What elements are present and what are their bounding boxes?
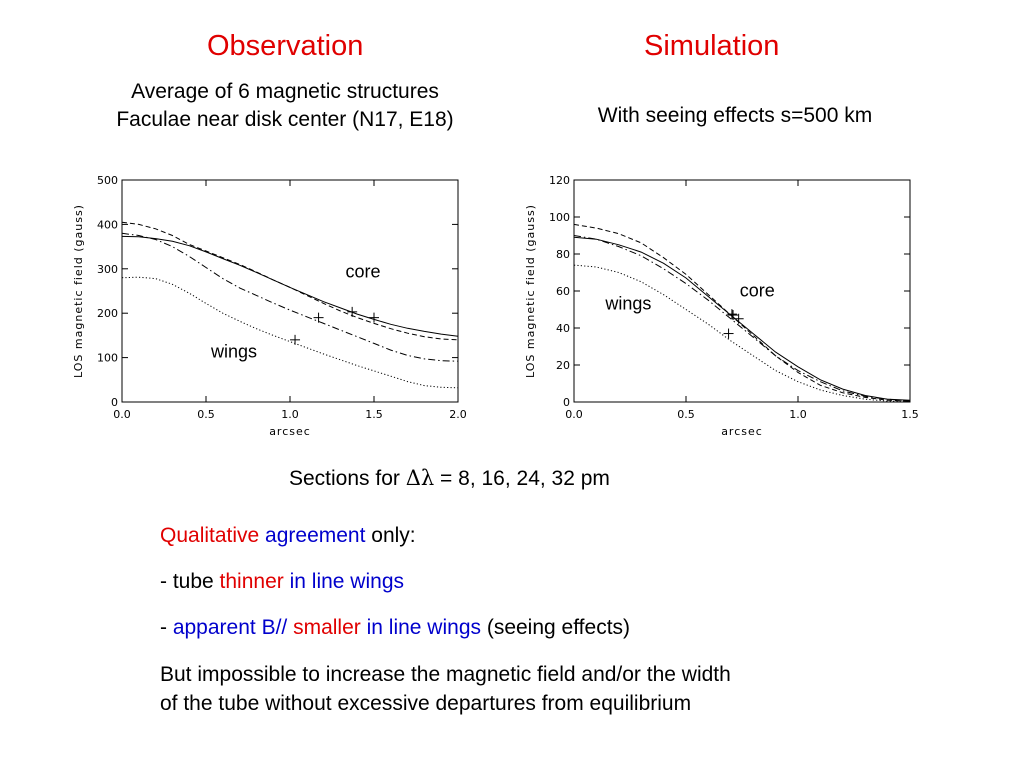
x-tick-label: 0.5 bbox=[197, 408, 215, 421]
x-tick-label: 0.5 bbox=[677, 408, 695, 421]
observation-subtitle-line2: Faculae near disk center (N17, E18) bbox=[116, 108, 454, 131]
plus-marker bbox=[728, 310, 739, 321]
observation-subtitle-line1: Average of 6 magnetic structures bbox=[131, 80, 439, 103]
simulation-heading: Simulation bbox=[644, 30, 780, 62]
plus-marker bbox=[733, 313, 744, 324]
text-seeing-effects: (seeing effects) bbox=[481, 616, 631, 639]
x-tick-label: 1.0 bbox=[281, 408, 299, 421]
annotation-core: core bbox=[740, 281, 775, 301]
x-tick-label: 0.0 bbox=[565, 408, 583, 421]
y-axis-label: LOS magnetic field (gauss) bbox=[524, 204, 537, 378]
plot-frame bbox=[121, 179, 459, 403]
bullet-tube-thinner: - tube thinner in line wings bbox=[160, 568, 920, 595]
series-line-dashed bbox=[121, 221, 459, 341]
y-tick-label: 20 bbox=[556, 359, 570, 372]
bullet-apparent-b: - apparent B// smaller in line wings (se… bbox=[160, 614, 920, 641]
text-tube: - tube bbox=[160, 570, 220, 593]
word-agreement: agreement bbox=[259, 524, 366, 547]
x-tick-label: 2.0 bbox=[449, 408, 467, 421]
y-tick-label: 60 bbox=[556, 285, 570, 298]
y-tick-label: 200 bbox=[97, 307, 118, 320]
y-tick-label: 0 bbox=[563, 396, 570, 409]
x-tick-label: 0.0 bbox=[113, 408, 131, 421]
word-only: only: bbox=[365, 524, 416, 547]
series-line-dashed bbox=[573, 223, 911, 402]
x-tick-label: 1.5 bbox=[365, 408, 383, 421]
plus-marker bbox=[369, 312, 379, 323]
text-in-line-wings: in line wings bbox=[283, 570, 404, 593]
bullet-qualitative: Qualitative agreement only: bbox=[160, 522, 920, 549]
y-tick-label: 120 bbox=[549, 174, 570, 187]
y-axis-label: LOS magnetic field (gauss) bbox=[72, 204, 85, 378]
series-line-solid bbox=[573, 236, 911, 401]
y-tick-label: 40 bbox=[556, 322, 570, 335]
plus-marker bbox=[290, 334, 301, 345]
y-tick-label: 400 bbox=[97, 218, 118, 231]
x-axis-label: arcsec bbox=[269, 425, 311, 438]
series-line-dashdot bbox=[121, 232, 459, 362]
series-line-dotted bbox=[121, 276, 459, 389]
annotation-wings: wings bbox=[604, 294, 651, 314]
observation-subtitle: Average of 6 magnetic structures Faculae… bbox=[60, 78, 510, 134]
y-tick-label: 80 bbox=[556, 248, 570, 261]
simulation-subtitle: With seeing effects s=500 km bbox=[540, 102, 930, 130]
sections-caption: Sections for Δλ = 8, 16, 24, 32 pm bbox=[289, 466, 610, 491]
series-line-dotted bbox=[573, 264, 911, 403]
x-tick-label: 1.5 bbox=[901, 408, 919, 421]
plus-marker bbox=[313, 312, 324, 323]
x-tick-label: 1.0 bbox=[789, 408, 807, 421]
series-line-dashdot bbox=[573, 235, 911, 402]
series-line-solid bbox=[121, 235, 459, 337]
impossible-line2: of the tube without excessive departures… bbox=[160, 692, 692, 715]
annotation-core: core bbox=[345, 262, 380, 282]
impossible-line1: But impossible to increase the magnetic … bbox=[160, 663, 731, 686]
observation-chart: 0.0 0.5 1.0 1.5 2.0 0 100 200 300 400 500 arcsec LOS… bbox=[72, 174, 467, 438]
text-dash: - bbox=[160, 616, 173, 639]
conclusions-text: Qualitative agreement only: - tube thinn… bbox=[160, 522, 920, 737]
delta-lambda-symbol: Δλ bbox=[405, 466, 435, 490]
simulation-chart: 0.0 0.5 1.0 1.5 0 20 40 60 80 100 120 arcsec LOS mag… bbox=[524, 174, 919, 438]
plus-marker bbox=[726, 309, 737, 320]
plus-marker bbox=[723, 328, 734, 339]
y-tick-label: 100 bbox=[549, 211, 570, 224]
word-thinner: thinner bbox=[219, 570, 284, 593]
bullet-impossible: But impossible to increase the magnetic … bbox=[160, 660, 920, 718]
sections-caption-suffix: = 8, 16, 24, 32 pm bbox=[434, 467, 610, 490]
text-apparent-b: apparent B// bbox=[172, 616, 288, 639]
simulation-subtitle-line1: With seeing effects s=500 km bbox=[597, 104, 873, 127]
plus-marker bbox=[347, 306, 358, 317]
word-smaller: smaller bbox=[287, 616, 361, 639]
observation-heading: Observation bbox=[207, 30, 364, 62]
y-tick-label: 500 bbox=[97, 174, 118, 187]
y-tick-label: 0 bbox=[111, 396, 118, 409]
y-tick-label: 100 bbox=[97, 352, 118, 365]
text-in-line-wings-2: in line wings bbox=[360, 616, 481, 639]
annotation-wings: wings bbox=[210, 342, 257, 362]
x-axis-label: arcsec bbox=[721, 425, 763, 438]
y-tick-label: 300 bbox=[97, 263, 118, 276]
word-qualitative: Qualitative bbox=[160, 524, 260, 547]
sections-caption-prefix: Sections for bbox=[289, 467, 406, 490]
